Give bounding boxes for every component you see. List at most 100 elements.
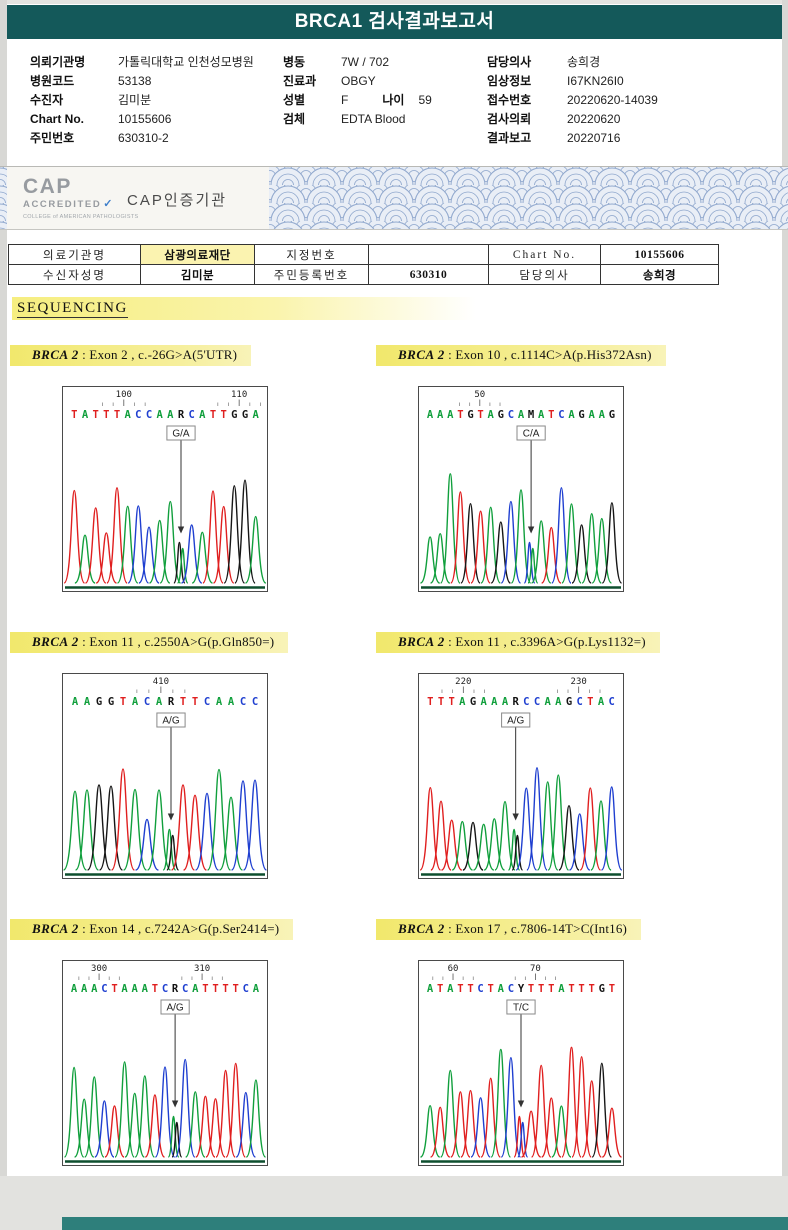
- info-label: 병원코드: [30, 74, 75, 88]
- info-value: 59: [418, 92, 432, 107]
- svg-text:310: 310: [194, 964, 210, 974]
- svg-text:C: C: [523, 696, 529, 708]
- genotype-box: [506, 999, 536, 1015]
- svg-text:C: C: [534, 696, 540, 708]
- info-value: OBGY: [341, 73, 376, 88]
- panels-grid: BRCA 2 : Exon 2 , c.-26G>A(5'UTR) 100 110 T…: [0, 336, 788, 1186]
- chromatogram: 300 310 A A A C T A A A T C R C A T T T T C A A/G: [62, 960, 268, 1171]
- svg-text:A: A: [192, 983, 199, 995]
- report-title: BRCA1 검사결과보고서: [294, 11, 495, 32]
- svg-text:A: A: [132, 696, 139, 708]
- info-label: 진료과: [283, 74, 317, 88]
- info-label: 검사의뢰: [487, 112, 532, 126]
- genotype-box: [166, 425, 196, 441]
- panel-title: BRCA 2 : Exon 14 , c.7242A>G(p.Ser2414=): [10, 919, 294, 940]
- svg-text:220: 220: [455, 677, 471, 687]
- panel-title: BRCA 2 : Exon 2 , c.-26G>A(5'UTR): [10, 345, 252, 366]
- genotype-box: [160, 999, 190, 1015]
- info-label: Chart No.: [30, 111, 84, 126]
- svg-text:T: T: [222, 983, 228, 995]
- reference-table: 의료기관명 삼광의료재단 지정번호 Chart No. 10155606 수신자성명 김미분…: [8, 244, 719, 285]
- info-value: 53138: [118, 73, 152, 88]
- reference-table-section: 의료기관명 삼광의료재단 지정번호 Chart No. 10155606 수신자성명 김미분…: [8, 244, 719, 285]
- chromatogram-svg: 50A A A T G T A G C A M A T C A G A A GC/A: [418, 386, 624, 592]
- svg-text:C: C: [162, 983, 168, 995]
- svg-text:C: C: [101, 983, 107, 995]
- table-cell: 담당의사: [488, 264, 601, 285]
- info-value: F: [341, 92, 349, 107]
- panel-gene-label: BRCA 2: [32, 921, 79, 936]
- svg-text:T: T: [528, 983, 534, 995]
- info-row: 진료과 OBGY: [283, 71, 432, 90]
- genotype-box: [156, 712, 186, 728]
- checkmark-icon: ✓: [103, 198, 115, 211]
- info-value: EDTA Blood: [341, 111, 406, 126]
- svg-text:R: R: [168, 696, 175, 708]
- svg-text:G: G: [242, 409, 248, 421]
- page-edge-top: [0, 0, 788, 4]
- svg-text:T: T: [111, 983, 117, 995]
- info-row: 성별 F 나이 59: [283, 90, 432, 109]
- svg-text:C: C: [135, 409, 141, 421]
- svg-text:T: T: [192, 696, 198, 708]
- svg-text:G: G: [470, 696, 476, 708]
- cap-college-text: COLLEGE of AMERICAN PATHOLOGISTS: [23, 213, 139, 220]
- info-value: 가톨릭대학교 인천성모병원: [118, 55, 254, 69]
- svg-text:C: C: [508, 409, 514, 421]
- cap-accreditation-strip: CAP ACCREDITED ✓ COLLEGE of AMERICAN PATH…: [0, 166, 788, 230]
- variant-arrow: [177, 526, 185, 534]
- svg-text:50: 50: [474, 390, 485, 400]
- info-label: 병동: [283, 55, 306, 69]
- svg-text:C: C: [577, 696, 583, 708]
- svg-text:C: C: [558, 409, 564, 421]
- svg-text:A: A: [481, 696, 488, 708]
- info-label: 수진자: [30, 93, 64, 107]
- svg-text:G: G: [108, 696, 114, 708]
- svg-text:C: C: [146, 409, 152, 421]
- panel-variant-label: : Exon 2 , c.-26G>A(5'UTR): [78, 347, 238, 362]
- svg-text:A: A: [568, 409, 575, 421]
- panel-title: BRCA 2 : Exon 10 , c.1114C>A(p.His372Asn…: [376, 345, 666, 366]
- svg-text:A: A: [132, 983, 139, 995]
- svg-text:A: A: [142, 983, 149, 995]
- info-value: 7W / 702: [341, 54, 390, 69]
- svg-text:G: G: [609, 409, 615, 421]
- svg-text:T: T: [114, 409, 120, 421]
- info-label: 임상정보: [487, 74, 532, 88]
- svg-text:A: A: [228, 696, 235, 708]
- svg-text:T: T: [437, 983, 443, 995]
- info-label: 나이: [382, 93, 405, 107]
- svg-text:A: A: [84, 696, 91, 708]
- svg-text:A: A: [157, 409, 164, 421]
- svg-text:T: T: [71, 409, 77, 421]
- svg-text:R: R: [172, 983, 179, 995]
- svg-text:T: T: [202, 983, 208, 995]
- svg-text:T/C: T/C: [513, 1003, 529, 1014]
- page-edge-right: [782, 0, 788, 1230]
- info-label: 검체: [283, 112, 306, 126]
- svg-text:300: 300: [91, 964, 107, 974]
- svg-text:100: 100: [116, 390, 132, 400]
- info-label: 접수번호: [487, 93, 532, 107]
- svg-text:G: G: [498, 409, 504, 421]
- svg-text:A: A: [488, 409, 495, 421]
- svg-text:C: C: [189, 409, 195, 421]
- cap-logo: CAP ACCREDITED ✓ COLLEGE of AMERICAN PATH…: [23, 175, 138, 220]
- peak-traces: [63, 1058, 267, 1158]
- cap-accredited-text: ACCREDITED: [23, 199, 102, 211]
- svg-text:A: A: [82, 409, 89, 421]
- table-cell: 송희경: [600, 264, 719, 285]
- info-label: 성별: [283, 93, 306, 107]
- svg-text:T: T: [210, 409, 216, 421]
- svg-text:A: A: [498, 983, 505, 995]
- sequencing-panel: BRCA 2 : Exon 10 , c.1114C>A(p.His372Asn…: [368, 345, 762, 597]
- patient-info-section: 의뢰기관명 가톨릭대학교 인천성모병원 병원코드 53138 수진자 김미분 Chart N…: [7, 48, 782, 166]
- cap-certified-label: CAP인증기관: [127, 192, 228, 209]
- svg-text:60: 60: [448, 964, 459, 974]
- svg-text:T: T: [457, 409, 463, 421]
- svg-text:A: A: [518, 409, 525, 421]
- genotype-box: [516, 425, 546, 441]
- panel-variant-label: : Exon 11 , c.3396A>G(p.Lys1132=): [444, 634, 646, 649]
